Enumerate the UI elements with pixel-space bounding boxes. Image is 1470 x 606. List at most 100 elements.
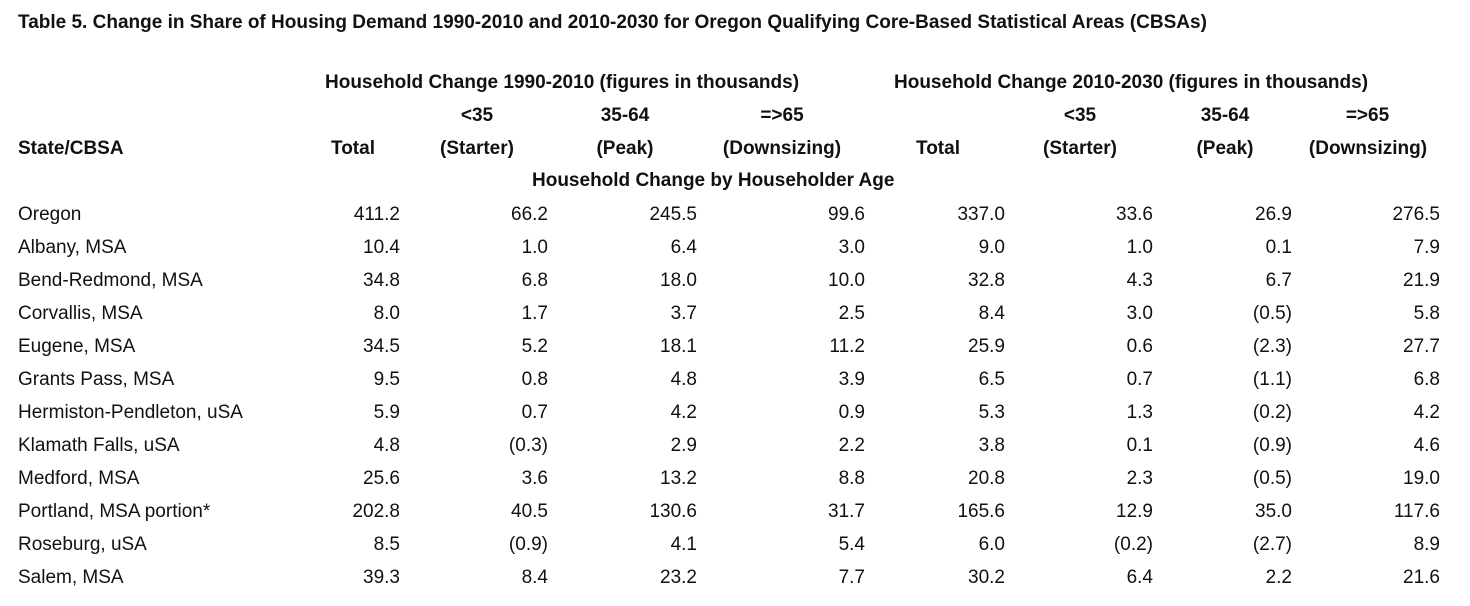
col-header-starter-1: (Starter) [440, 138, 514, 159]
col-header-total-1: Total [331, 138, 375, 159]
col-header-state-cbsa: State/CBSA [18, 138, 124, 159]
table-cell: 4.6 [1413, 434, 1440, 456]
table-row: Bend-Redmond, MSA 34.8 6.8 18.0 10.0 32.8 4.3 6… [18, 264, 1440, 297]
table-cell: 40.5 [511, 500, 548, 522]
table-cell: (0.5) [1252, 302, 1292, 324]
table-cell: 2.5 [838, 302, 865, 324]
table-cell: 411.2 [353, 203, 400, 225]
table-cell: 8.0 [373, 302, 400, 324]
table-row: Hermiston-Pendleton, uSA 5.9 0.7 4.2 0.9 5.3 1… [18, 396, 1440, 429]
col-header-peak-2: (Peak) [1196, 138, 1254, 159]
table-cell: 6.5 [978, 368, 1005, 390]
table-cell: 0.1 [1265, 236, 1292, 258]
table-cell: 18.1 [660, 335, 697, 357]
table-cell: 5.8 [1413, 302, 1440, 324]
table-cell: 7.7 [838, 566, 865, 588]
table-cell: (2.7) [1252, 533, 1292, 555]
table-cell: 23.2 [660, 566, 697, 588]
table-cell: 66.2 [511, 203, 548, 225]
table-cell: 26.9 [1255, 203, 1292, 225]
table-cell: (0.9) [1252, 434, 1292, 456]
table-row: Roseburg, uSA 8.5 (0.9) 4.1 5.4 6.0 (0.2) (2.7)… [18, 528, 1440, 561]
table-cell: 0.7 [521, 401, 548, 423]
row-label: Portland, MSA portion* [18, 500, 211, 522]
table-cell: 6.7 [1265, 269, 1292, 291]
table-cell: 6.0 [978, 533, 1005, 555]
table-cell: 1.0 [1126, 236, 1153, 258]
table-row: Oregon 411.2 66.2 245.5 99.6 337.0 33.6 26.9 276… [18, 198, 1440, 231]
table-cell: 3.7 [670, 302, 697, 324]
housing-demand-table: Oregon 411.2 66.2 245.5 99.6 337.0 33.6 26.9 276… [18, 198, 1440, 594]
table-cell: 3.9 [838, 368, 865, 390]
table-cell: (1.1) [1252, 368, 1292, 390]
table-row: Medford, MSA 25.6 3.6 13.2 8.8 20.8 2.3 (0.5) 19… [18, 462, 1440, 495]
table-row: Eugene, MSA 34.5 5.2 18.1 11.2 25.9 0.6 (2.3) 27… [18, 330, 1440, 363]
table-title: Table 5. Change in Share of Housing Dema… [18, 12, 1207, 33]
row-label: Klamath Falls, uSA [18, 434, 180, 456]
table-cell: 13.2 [660, 467, 697, 489]
table-cell: 337.0 [957, 203, 1005, 225]
table-cell: 276.5 [1392, 203, 1440, 225]
table-cell: 12.9 [1116, 500, 1153, 522]
col-header-downsizing-age-1: =>65 [760, 105, 804, 126]
table-cell: 6.8 [1413, 368, 1440, 390]
table-cell: 30.2 [968, 566, 1005, 588]
row-label: Corvallis, MSA [18, 302, 143, 324]
table-cell: (0.5) [1252, 467, 1292, 489]
col-header-peak-age-1: 35-64 [600, 105, 650, 126]
table-cell: 35.0 [1255, 500, 1292, 522]
table-cell: 27.7 [1403, 335, 1440, 357]
table-cell: 3.0 [1126, 302, 1153, 324]
table-cell: 8.8 [838, 467, 865, 489]
col-header-downsizing-age-2: =>65 [1345, 105, 1390, 126]
table-cell: 8.5 [373, 533, 400, 555]
table-cell: 1.7 [521, 302, 548, 324]
table-cell: 0.7 [1126, 368, 1153, 390]
table-cell: 8.4 [521, 566, 548, 588]
table-cell: 10.0 [828, 269, 865, 291]
table-cell: 5.2 [521, 335, 548, 357]
row-label: Medford, MSA [18, 467, 140, 489]
row-label: Eugene, MSA [18, 335, 136, 357]
table-cell: 21.6 [1403, 566, 1440, 588]
table-cell: 9.0 [978, 236, 1005, 258]
table-cell: 6.4 [670, 236, 697, 258]
col-header-starter-age-1: <35 [460, 105, 494, 126]
table-cell: 1.0 [521, 236, 548, 258]
table-row: Salem, MSA 39.3 8.4 23.2 7.7 30.2 6.4 2.2 21.6 [18, 561, 1440, 594]
row-label: Grants Pass, MSA [18, 368, 175, 390]
table-cell: 99.6 [828, 203, 865, 225]
table-cell: 6.8 [521, 269, 548, 291]
row-label: Salem, MSA [18, 566, 124, 588]
row-label: Roseburg, uSA [18, 533, 147, 555]
table-cell: 3.0 [838, 236, 865, 258]
table-cell: 25.9 [968, 335, 1005, 357]
table-cell: 6.4 [1126, 566, 1153, 588]
table-cell: 4.1 [670, 533, 697, 555]
row-label: Bend-Redmond, MSA [18, 269, 203, 291]
table-cell: 0.9 [838, 401, 865, 423]
row-label: Hermiston-Pendleton, uSA [18, 401, 243, 423]
table-row: Grants Pass, MSA 9.5 0.8 4.8 3.9 6.5 0.7 (1.1) 6… [18, 363, 1440, 396]
col-header-peak-age-2: 35-64 [1200, 105, 1250, 126]
table-cell: 7.9 [1413, 236, 1440, 258]
table-cell: 165.6 [957, 500, 1005, 522]
table-row: Klamath Falls, uSA 4.8 (0.3) 2.9 2.2 3.8 0.1 (0… [18, 429, 1440, 462]
table-cell: 2.2 [1265, 566, 1292, 588]
table-cell: 5.4 [838, 533, 865, 555]
table-cell: (2.3) [1252, 335, 1292, 357]
col-header-starter-age-2: <35 [1063, 105, 1097, 126]
group-header-1990-2010: Household Change 1990-2010 (figures in t… [325, 72, 800, 93]
table-cell: 4.8 [373, 434, 400, 456]
row-label: Oregon [18, 203, 82, 225]
col-header-total-2: Total [916, 138, 960, 159]
table-cell: 19.0 [1403, 467, 1440, 489]
table-cell: 4.2 [1413, 401, 1440, 423]
table-cell: 245.5 [649, 203, 697, 225]
table-row: Corvallis, MSA 8.0 1.7 3.7 2.5 8.4 3.0 (0.5) 5.8 [18, 297, 1440, 330]
group-header-2010-2030: Household Change 2010-2030 (figures in t… [894, 72, 1369, 93]
table-cell: (0.3) [508, 434, 548, 456]
age-band-label: Household Change by Householder Age [532, 170, 895, 191]
table-cell: 34.5 [363, 335, 400, 357]
table-cell: 2.9 [670, 434, 697, 456]
